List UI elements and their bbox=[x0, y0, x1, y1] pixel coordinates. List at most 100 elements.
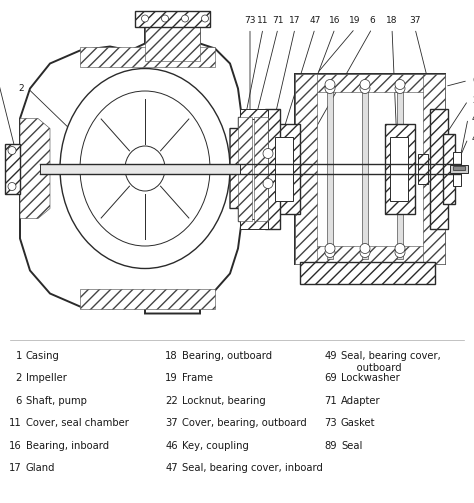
Polygon shape bbox=[295, 73, 445, 92]
Circle shape bbox=[395, 247, 405, 258]
Circle shape bbox=[8, 146, 16, 154]
Text: 1: 1 bbox=[16, 351, 22, 361]
Text: Cover, bearing, outboard: Cover, bearing, outboard bbox=[182, 418, 307, 429]
Polygon shape bbox=[453, 165, 465, 170]
Text: 19: 19 bbox=[349, 16, 361, 25]
Polygon shape bbox=[238, 117, 252, 220]
Polygon shape bbox=[248, 117, 268, 220]
Circle shape bbox=[360, 83, 370, 94]
Text: 73: 73 bbox=[324, 418, 337, 429]
Circle shape bbox=[325, 243, 335, 254]
Polygon shape bbox=[240, 218, 268, 228]
Circle shape bbox=[325, 79, 335, 90]
Text: 49: 49 bbox=[324, 351, 337, 361]
Polygon shape bbox=[240, 109, 268, 119]
Polygon shape bbox=[230, 128, 265, 209]
Text: 6: 6 bbox=[369, 16, 375, 25]
Text: 18: 18 bbox=[386, 16, 398, 25]
Polygon shape bbox=[390, 136, 408, 201]
Text: 89: 89 bbox=[324, 441, 337, 451]
Text: 16: 16 bbox=[329, 16, 341, 25]
Text: 17: 17 bbox=[289, 16, 301, 25]
Polygon shape bbox=[327, 83, 333, 259]
Polygon shape bbox=[418, 153, 428, 184]
Text: 71: 71 bbox=[272, 16, 284, 25]
Circle shape bbox=[142, 15, 148, 22]
Polygon shape bbox=[80, 289, 215, 308]
Polygon shape bbox=[40, 163, 240, 174]
Text: Seal, bearing cover, inboard: Seal, bearing cover, inboard bbox=[182, 463, 323, 473]
Polygon shape bbox=[423, 73, 445, 264]
Text: 6: 6 bbox=[16, 396, 22, 406]
Text: 22: 22 bbox=[472, 96, 474, 105]
Circle shape bbox=[395, 83, 405, 94]
Text: Gasket: Gasket bbox=[341, 418, 375, 429]
Circle shape bbox=[182, 15, 189, 22]
Circle shape bbox=[8, 183, 16, 191]
Text: Impeller: Impeller bbox=[26, 374, 67, 383]
Polygon shape bbox=[385, 124, 415, 213]
Text: Seal, bearing cover,
     outboard: Seal, bearing cover, outboard bbox=[341, 351, 441, 373]
Circle shape bbox=[360, 79, 370, 90]
Circle shape bbox=[360, 243, 370, 254]
Polygon shape bbox=[254, 117, 268, 220]
Polygon shape bbox=[295, 73, 445, 264]
Polygon shape bbox=[255, 146, 275, 191]
Text: 73: 73 bbox=[244, 16, 256, 25]
Polygon shape bbox=[397, 83, 403, 259]
Circle shape bbox=[395, 79, 405, 90]
Text: 37: 37 bbox=[165, 418, 178, 429]
Circle shape bbox=[263, 148, 273, 158]
Circle shape bbox=[325, 83, 335, 94]
Text: 11: 11 bbox=[257, 16, 269, 25]
Text: Key, coupling: Key, coupling bbox=[182, 441, 249, 451]
Polygon shape bbox=[80, 46, 215, 66]
Polygon shape bbox=[453, 151, 461, 186]
Text: Lockwasher: Lockwasher bbox=[341, 374, 400, 383]
Text: 22: 22 bbox=[165, 396, 178, 406]
Circle shape bbox=[263, 179, 273, 189]
Text: 46: 46 bbox=[165, 441, 178, 451]
Text: 19: 19 bbox=[165, 374, 178, 383]
Text: 69: 69 bbox=[324, 374, 337, 383]
Text: 2: 2 bbox=[16, 374, 22, 383]
Text: 69: 69 bbox=[472, 76, 474, 85]
Text: Seal: Seal bbox=[341, 441, 363, 451]
Polygon shape bbox=[145, 27, 200, 60]
Ellipse shape bbox=[60, 68, 230, 269]
Polygon shape bbox=[450, 164, 468, 173]
Text: Gland: Gland bbox=[26, 463, 55, 473]
Polygon shape bbox=[443, 133, 455, 204]
Text: 16: 16 bbox=[9, 441, 22, 451]
Text: Casing: Casing bbox=[26, 351, 60, 361]
Text: 11: 11 bbox=[9, 418, 22, 429]
Text: 49: 49 bbox=[472, 114, 474, 123]
Polygon shape bbox=[430, 109, 448, 228]
Polygon shape bbox=[270, 124, 300, 213]
Circle shape bbox=[395, 243, 405, 254]
Polygon shape bbox=[295, 73, 317, 264]
Polygon shape bbox=[20, 119, 50, 218]
Circle shape bbox=[162, 15, 168, 22]
Text: Frame: Frame bbox=[182, 374, 213, 383]
Circle shape bbox=[360, 247, 370, 258]
Polygon shape bbox=[238, 117, 268, 220]
Polygon shape bbox=[275, 136, 293, 201]
Polygon shape bbox=[135, 11, 210, 27]
Polygon shape bbox=[362, 83, 368, 259]
Polygon shape bbox=[295, 245, 445, 264]
Text: 18: 18 bbox=[165, 351, 178, 361]
Text: 46: 46 bbox=[472, 134, 474, 143]
Text: 37: 37 bbox=[409, 16, 421, 25]
Text: 71: 71 bbox=[324, 396, 337, 406]
Ellipse shape bbox=[80, 91, 210, 246]
Polygon shape bbox=[300, 262, 435, 284]
Text: Bearing, outboard: Bearing, outboard bbox=[182, 351, 272, 361]
Polygon shape bbox=[5, 143, 20, 194]
Text: Cover, seal chamber: Cover, seal chamber bbox=[26, 418, 129, 429]
Polygon shape bbox=[20, 27, 242, 313]
Text: Adapter: Adapter bbox=[341, 396, 381, 406]
Polygon shape bbox=[265, 109, 280, 228]
Ellipse shape bbox=[125, 146, 165, 191]
Circle shape bbox=[325, 247, 335, 258]
